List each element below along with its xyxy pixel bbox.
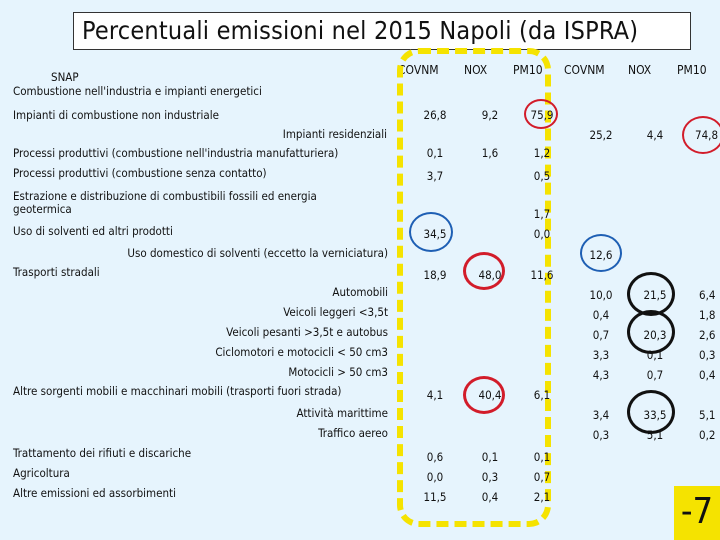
value-cell: 0,0 — [533, 227, 551, 241]
value-cell: 0,7 — [592, 328, 610, 342]
value-cell: 0,7 — [646, 368, 664, 382]
value-cell: 26,8 — [423, 108, 447, 122]
value-cell: 0,1 — [481, 450, 499, 464]
circle-blue-highlight — [409, 212, 453, 252]
value-cell: 0,4 — [699, 368, 716, 382]
value-cell: 0,0 — [426, 470, 444, 484]
value-cell: 21,5 — [643, 288, 667, 302]
value-cell: 75,9 — [530, 108, 554, 122]
value-cell: 12,6 — [589, 248, 613, 262]
row-label: Veicoli pesanti >3,5t e autobus — [226, 325, 388, 339]
value-cell: 34,5 — [423, 227, 447, 241]
value-cell: 1,6 — [481, 146, 499, 160]
row-label: Ciclomotori e motocicli < 50 cm3 — [215, 345, 388, 359]
row-label: Combustione nell'industria e impianti en… — [13, 84, 262, 98]
value-cell: 6,1 — [533, 388, 551, 402]
value-cell: 0,1 — [646, 348, 664, 362]
row-label: Processi produttivi (combustione senza c… — [13, 166, 267, 180]
value-cell: 0,5 — [533, 169, 551, 183]
col-header-pm10-2: PM10 — [677, 63, 707, 77]
value-cell: 4,3 — [592, 368, 610, 382]
circle-black-highlight — [627, 310, 675, 354]
row-label: Traffico aereo — [318, 426, 388, 440]
value-cell: 1,7 — [533, 207, 551, 221]
circle-red-highlight — [682, 116, 720, 154]
row-label-snap: SNAP — [51, 70, 79, 84]
value-cell: 11,6 — [530, 268, 554, 282]
value-cell: 33,5 — [643, 408, 667, 422]
value-cell: 48,0 — [478, 268, 502, 282]
value-cell: 20,3 — [643, 328, 667, 342]
circle-blue-highlight — [580, 234, 622, 272]
circle-red-highlight — [463, 252, 505, 290]
slide-number-badge: -7 — [674, 486, 720, 540]
value-cell: 0,6 — [426, 450, 444, 464]
row-label: Trattamento dei rifiuti e discariche — [13, 446, 192, 460]
value-cell: 3,3 — [592, 348, 610, 362]
value-cell: 6,4 — [699, 288, 716, 302]
row-label: Altre emissioni ed assorbimenti — [13, 486, 176, 500]
value-cell: 10,0 — [589, 288, 613, 302]
page-title: Percentuali emissioni nel 2015 Napoli (d… — [82, 16, 639, 45]
value-cell: 74,8 — [695, 128, 719, 142]
value-cell: 2,1 — [533, 490, 551, 504]
value-cell: 11,5 — [423, 490, 447, 504]
row-label: Processi produttivi (combustione nell'in… — [13, 146, 339, 160]
circle-red-highlight — [463, 376, 505, 414]
value-cell: 2,6 — [699, 328, 716, 342]
value-cell: 9,2 — [481, 108, 499, 122]
value-cell: 40,4 — [478, 388, 502, 402]
circle-red-highlight — [524, 99, 558, 129]
value-cell: 1,2 — [533, 146, 551, 160]
value-cell: 0,1 — [426, 146, 444, 160]
row-label: Impianti di combustione non industriale — [13, 108, 219, 122]
row-label: Trasporti stradali — [13, 265, 100, 279]
value-cell: 0,1 — [533, 450, 551, 464]
row-label: Motocicli > 50 cm3 — [288, 365, 388, 379]
circle-black-highlight — [627, 390, 675, 434]
value-cell: 0,4 — [592, 308, 610, 322]
row-label: Altre sorgenti mobili e macchinari mobil… — [13, 384, 342, 398]
row-label: Veicoli leggeri <3,5t — [283, 305, 388, 319]
row-label: Automobili — [332, 285, 388, 299]
row-label: Uso domestico di solventi (eccetto la ve… — [127, 246, 388, 260]
col-header-nox-1: NOX — [464, 63, 488, 77]
col-header-covnm-2: COVNM — [564, 63, 605, 77]
value-cell: 25,2 — [589, 128, 613, 142]
col-header-nox-2: NOX — [628, 63, 652, 77]
value-cell: 0,3 — [481, 470, 499, 484]
row-label: geotermica — [13, 202, 72, 216]
value-cell: 5,1 — [699, 408, 716, 422]
row-label: Attività marittime — [296, 406, 388, 420]
value-cell: 4,1 — [426, 388, 444, 402]
title-box — [73, 12, 691, 50]
row-label: Uso di solventi ed altri prodotti — [13, 224, 173, 238]
value-cell: 0,3 — [699, 348, 716, 362]
value-cell: 18,9 — [423, 268, 447, 282]
value-cell: 0,3 — [592, 428, 610, 442]
row-label: Agricoltura — [13, 466, 70, 480]
value-cell: 0,4 — [481, 490, 499, 504]
value-cell: 1,8 — [699, 308, 716, 322]
value-cell: 0,7 — [533, 470, 551, 484]
value-cell: 4,4 — [646, 128, 664, 142]
value-cell: 3,4 — [592, 408, 610, 422]
row-label: Impianti residenziali — [282, 127, 387, 141]
row-label: Estrazione e distribuzione di combustibi… — [13, 189, 317, 203]
value-cell: 5,1 — [646, 428, 664, 442]
value-cell: 3,7 — [426, 169, 444, 183]
value-cell: 0,2 — [699, 428, 716, 442]
highlight-dashed-frame — [397, 48, 551, 527]
